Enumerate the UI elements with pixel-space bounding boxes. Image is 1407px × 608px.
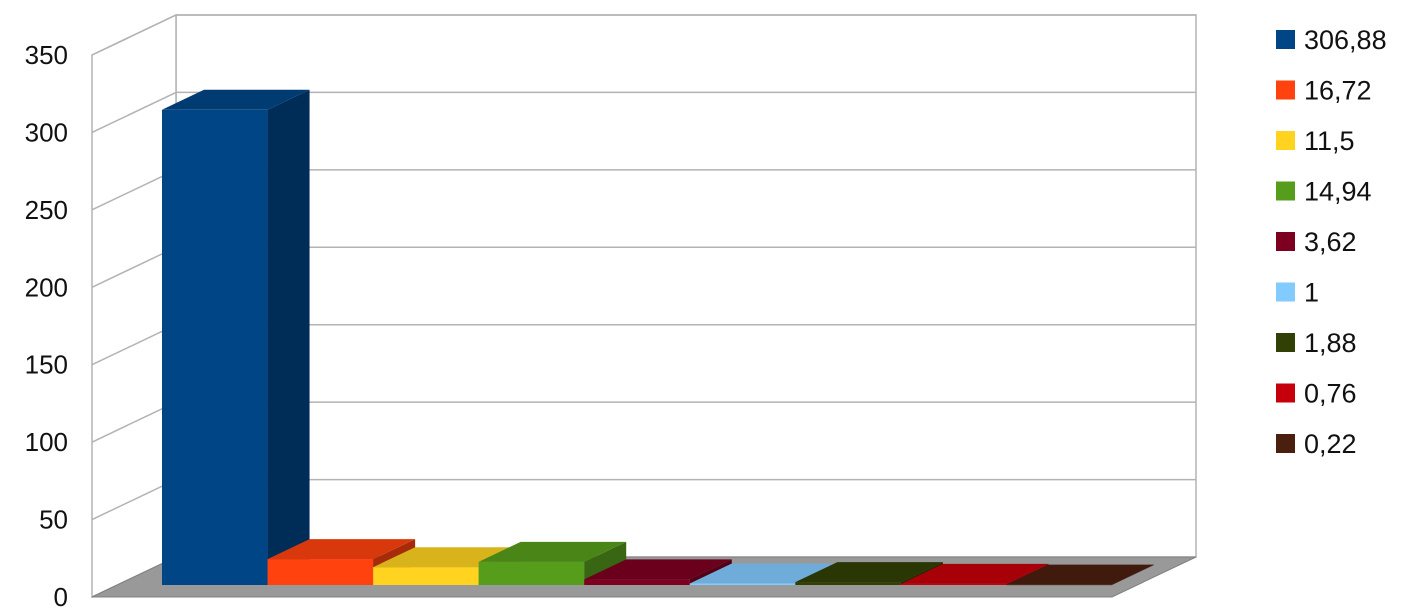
legend-swatch [1276, 282, 1295, 302]
legend-label: 3,62 [1304, 227, 1357, 257]
bar-front [162, 109, 268, 585]
back-wall [175, 14, 1197, 558]
legend-swatch [1276, 131, 1295, 150]
bar-4 [478, 541, 627, 585]
gridline-side [91, 14, 177, 56]
legend-item: 14,94 [1276, 177, 1372, 207]
legend-swatch [1276, 383, 1295, 403]
bar-side [267, 89, 310, 585]
chart-walls [91, 13, 1197, 599]
legend-item: 1,88 [1276, 328, 1357, 358]
bar-1 [162, 89, 310, 585]
chart-legend: 306,88 16,72 11,5 14,94 3,62 1 1,88 0,76 0,22 [1276, 25, 1387, 459]
legend-swatch [1276, 30, 1295, 49]
gridline-side [91, 91, 177, 134]
bar-front [373, 567, 479, 585]
legend-label: 306,88 [1304, 25, 1387, 55]
y-tick-label: 300 [25, 117, 68, 147]
legend-swatch [1276, 434, 1295, 453]
legend-label: 14,94 [1304, 177, 1372, 207]
bar-9 [1006, 564, 1154, 586]
bar-top [162, 89, 310, 110]
legend-label: 16,72 [1304, 76, 1372, 106]
legend-item: 0,22 [1276, 429, 1357, 459]
legend-swatch [1276, 333, 1295, 352]
y-tick-label: 100 [25, 427, 68, 457]
bar-top [267, 539, 416, 560]
legend-item: 0,76 [1276, 379, 1357, 409]
legend-item: 1 [1276, 278, 1319, 308]
bar-top [478, 541, 627, 562]
chart-bars [162, 89, 1154, 586]
legend-swatch [1276, 80, 1295, 100]
legend-item: 11,5 [1276, 126, 1355, 156]
legend-item: 306,88 [1276, 25, 1387, 55]
legend-item: 3,62 [1276, 227, 1357, 257]
legend-label: 1,88 [1304, 328, 1357, 358]
legend-item: 16,72 [1276, 76, 1372, 106]
legend-swatch [1276, 181, 1295, 201]
legend-label: 11,5 [1304, 126, 1355, 156]
bar-front [267, 559, 374, 585]
bar-top [900, 563, 1049, 584]
bar-side [584, 541, 627, 585]
legend-label: 0,76 [1304, 379, 1357, 409]
y-tick-label: 50 [39, 505, 68, 535]
bar-top [1006, 564, 1154, 585]
y-tick-label: 250 [25, 195, 68, 225]
y-tick-label: 200 [25, 272, 68, 302]
bar-top [795, 562, 943, 583]
legend-swatch [1276, 232, 1295, 251]
bar-front [689, 583, 796, 585]
bar-front [900, 583, 1007, 585]
bar-side [1112, 564, 1154, 585]
bar-top [689, 563, 838, 584]
y-tick-label: 350 [25, 40, 68, 70]
legend-label: 1 [1304, 278, 1319, 308]
bar-front [795, 582, 901, 585]
y-tick-label: 0 [54, 582, 68, 608]
bar-front [478, 561, 585, 585]
bar-top [584, 559, 732, 580]
bar-front [1006, 584, 1112, 586]
y-tick-label: 150 [25, 350, 68, 380]
bar-front [584, 579, 690, 585]
y-axis-tick-labels: 0 50 100 150 200 250 300 350 [25, 40, 68, 608]
legend-label: 0,22 [1304, 429, 1357, 459]
